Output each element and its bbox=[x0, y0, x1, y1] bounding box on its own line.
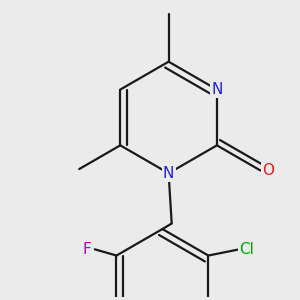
Text: Cl: Cl bbox=[240, 242, 254, 257]
Text: O: O bbox=[262, 163, 274, 178]
Text: N: N bbox=[163, 166, 174, 181]
Text: N: N bbox=[211, 82, 223, 97]
Text: F: F bbox=[83, 242, 92, 257]
